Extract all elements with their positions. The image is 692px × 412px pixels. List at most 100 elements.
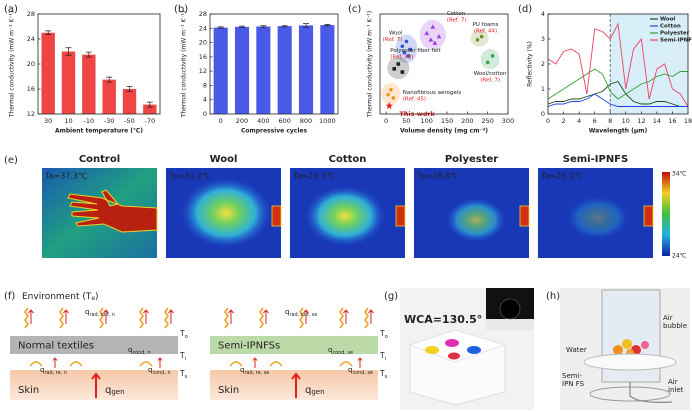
radiation-wave (259, 307, 264, 329)
radiation-arrow (168, 309, 174, 324)
flux-sub: rad, re, se (244, 370, 269, 376)
inset-droplet (499, 298, 521, 320)
flux-label: qrad, out, se (285, 308, 317, 318)
flux-sub: s (185, 374, 188, 380)
x-tick-label: 4 (577, 117, 581, 125)
bar (234, 26, 250, 114)
x-tick-label: -70 (145, 117, 156, 125)
x-tick-label: 100 (421, 117, 433, 125)
bubble (641, 341, 649, 349)
x-tick-label: -50 (124, 117, 135, 125)
label-name: Nanofibrous aerogels (403, 89, 462, 95)
flux-label: Ts (379, 369, 388, 380)
heat-spot (446, 198, 506, 242)
point-label: PU foams (Ref. 44) (473, 22, 499, 35)
flux-main: q (285, 308, 289, 316)
scale-min: 24℃ (672, 253, 687, 260)
flux-sub: i (185, 356, 186, 362)
flux-sub: rad, out, n (89, 312, 114, 318)
bar (143, 104, 157, 114)
point (479, 34, 484, 39)
flux-label: qrad, out, n (85, 308, 115, 318)
flux-label: qrad, re, se (240, 366, 269, 376)
point (436, 33, 442, 39)
x-tick-label: 1000 (319, 117, 336, 125)
x-tick-label: 6 (593, 117, 597, 125)
panel-e: (e) Control Ta=37.3℃ Wool Ta=30.2℃ Cotton Ta=2… (4, 154, 687, 260)
radiation-arrow (303, 309, 309, 324)
flux-label: qgen (305, 385, 325, 396)
env-end: ) (95, 292, 99, 302)
arm (519, 205, 530, 227)
flux-sub: rad, re, n (44, 370, 66, 376)
flux-label: qcond, n (128, 346, 151, 356)
radiation-arrow (143, 309, 149, 324)
error-bar (324, 24, 331, 27)
point (430, 24, 436, 29)
radiation-arrow (103, 309, 109, 324)
radiation-arrow (343, 309, 349, 324)
x-tick-label: 800 (300, 117, 312, 125)
flux-label: qrad, re, n (40, 366, 67, 376)
label-membrane: Semi-IPN FS (562, 372, 585, 388)
image-title: Cotton (329, 154, 367, 165)
radiation-wave (59, 307, 64, 329)
plot-frame (379, 13, 509, 115)
x-tick-label: 0 (384, 117, 388, 125)
panel-label: (f) (4, 291, 15, 302)
y-tick-label: 4 (541, 10, 545, 18)
image-title: Wool (210, 154, 238, 165)
x-tick-label: 200 (236, 117, 248, 125)
reflect-arrow (69, 361, 83, 367)
plot-frame (37, 13, 161, 115)
thermal-image: Ta=28.8℃ (414, 168, 530, 258)
flux-label: qcond, se (328, 346, 353, 356)
bar (61, 51, 76, 114)
radiation-wave (139, 307, 144, 329)
heat-spot (305, 186, 385, 246)
x-tick-label: 18 (684, 117, 692, 125)
flux-main: T (179, 329, 185, 338)
ambient-temperature: Ta=30.2℃ (168, 172, 211, 181)
label-ref: (Ref. 45) (403, 96, 426, 102)
reflect-arrow (339, 361, 353, 367)
inset-surface (486, 319, 534, 330)
error-bar (217, 26, 224, 29)
y-tick-label: 28 (199, 10, 207, 18)
environment-label: Environment (Te) (22, 292, 99, 302)
point (396, 62, 401, 66)
error-bar (146, 101, 153, 108)
radiation-arrow (228, 309, 234, 324)
y-tick-label: 1 (541, 85, 545, 93)
bar (256, 26, 271, 114)
point (485, 60, 490, 65)
reflect-arrow (269, 361, 283, 367)
point (490, 54, 495, 58)
x-axis-label: Wavelength (μm) (589, 128, 648, 135)
flux-label: To (179, 329, 188, 340)
radiation-arrow (63, 309, 69, 324)
skin-label: Skin (18, 385, 39, 396)
label-name: Polyester fiber felt (390, 48, 441, 54)
flux-main: T (179, 351, 185, 360)
y-tick-label: 2 (541, 60, 545, 68)
radiation-wave (339, 307, 344, 329)
droplet (425, 346, 439, 354)
error-bar (303, 23, 309, 28)
sponge-top (408, 329, 507, 363)
color-bar (662, 172, 670, 256)
y-tick-label: 0 (541, 110, 545, 118)
radiation-arrow (28, 309, 34, 324)
y-axis-label: Thermal conductivity (mW m⁻¹ K⁻¹) (181, 11, 188, 119)
flux-sub: cond, n (152, 370, 170, 376)
group-region (381, 82, 401, 105)
ambient-temperature: Ta=29.3℃ (292, 172, 335, 181)
x-axis-label: Compressive cycles (241, 128, 308, 135)
x-tick-label: 2 (561, 117, 565, 125)
reflect-arrow (29, 361, 43, 367)
x-axis-label: Ambient temperature (℃) (55, 128, 143, 135)
y-tick-label: 28 (27, 10, 35, 18)
radiation-arrow (263, 309, 269, 324)
panel-h: (h) Water Air bubble Semi-IPN FS Air inlet (546, 288, 690, 410)
